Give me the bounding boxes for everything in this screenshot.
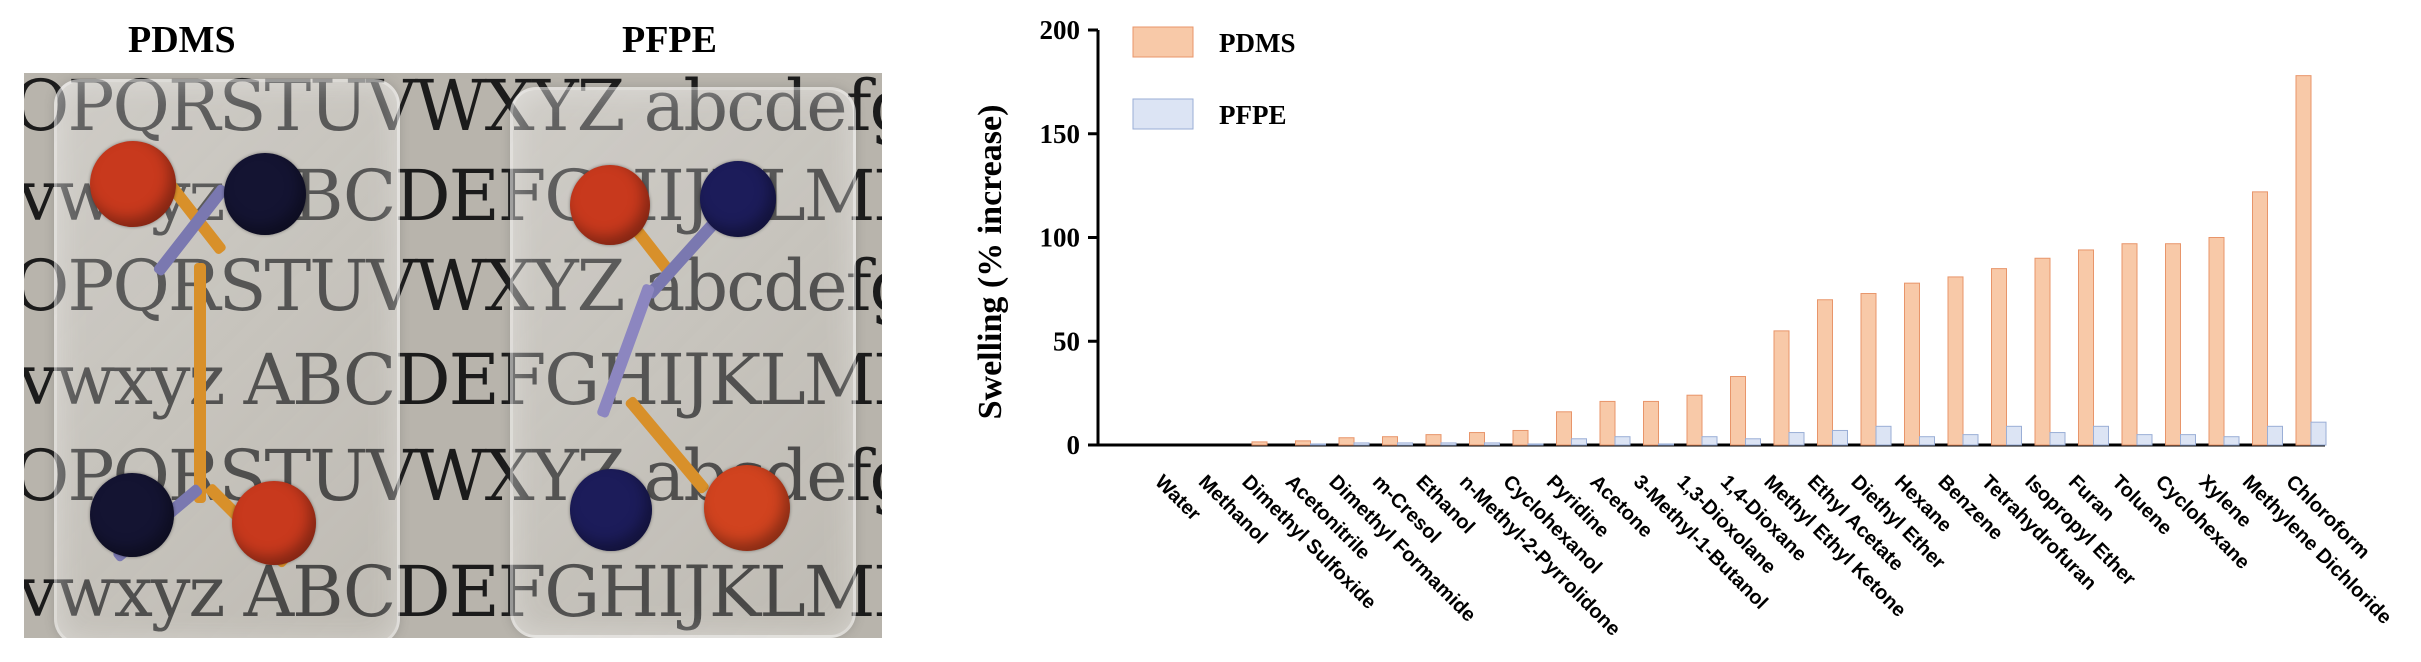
y-tick-label: 50 <box>1053 326 1080 356</box>
pdms-bar <box>1991 268 2007 446</box>
pdms-bar <box>2034 257 2051 446</box>
pdms-bar <box>1382 436 1398 446</box>
pfpe-bar <box>2180 434 2196 446</box>
red-dye-well <box>232 481 316 565</box>
blue-dye-well <box>90 473 174 557</box>
y-tick-label: 200 <box>1040 15 1081 45</box>
pdms-bar <box>1251 441 1268 446</box>
pdms-bar <box>1947 276 1964 446</box>
pdms-bar <box>1686 394 1703 446</box>
pfpe-bar <box>1571 438 1587 446</box>
pfpe-bar <box>1875 425 1892 446</box>
printed-text-row: vwxyz ABCDEFGHIJKLMNOP <box>24 551 882 633</box>
pdms-bar <box>1773 330 1790 446</box>
blue-dye-well <box>700 161 776 237</box>
pdms-bar <box>1599 400 1616 446</box>
pfpe-bar <box>1440 442 1457 446</box>
red-dye-well <box>570 165 650 245</box>
y-axis-label: Swelling (% increase) <box>972 105 1009 420</box>
pdms-bar <box>1338 437 1355 446</box>
chart-legend: PDMS PFPE <box>1132 26 1296 130</box>
pdms-bar <box>1556 411 1572 446</box>
pfpe-bar <box>2093 425 2109 446</box>
pdms-bar <box>2295 75 2312 446</box>
y-tick-label: 0 <box>1067 430 1081 460</box>
blue-dye-well <box>224 153 306 235</box>
chip-photo: OPQRSTUVWXYZ abcdefghijkl vwxyz ABCDEFGH… <box>24 73 882 638</box>
legend-label-pfpe: PFPE <box>1219 100 1287 130</box>
pdms-bar <box>1860 293 1877 446</box>
pdms-bar <box>2078 249 2094 446</box>
pdms-bar <box>1817 299 1833 446</box>
printed-text-row: OPQRSTUVWXYZ abcdefghijkl <box>24 73 882 147</box>
red-dye-well <box>90 141 176 227</box>
pdms-bar <box>1295 440 1311 446</box>
red-dye-well <box>704 465 790 551</box>
legend-swatch-pdms <box>1132 26 1194 58</box>
pfpe-bar <box>2136 434 2153 446</box>
pfpe-bar <box>1745 438 1761 446</box>
pfpe-bar <box>1397 442 1413 446</box>
pdms-bar <box>2208 237 2225 446</box>
pdms-bar <box>1904 282 1920 446</box>
pfpe-bar <box>1484 442 1500 446</box>
blue-dye-well <box>570 469 652 551</box>
pfpe-bar <box>1919 436 1935 446</box>
chart-axes: 0 50 100 150 200 <box>1040 15 2325 460</box>
pdms-bar <box>2165 243 2181 446</box>
pdms-bar <box>1643 400 1659 446</box>
pfpe-bar <box>1614 436 1631 446</box>
pdms-bar <box>1425 434 1442 446</box>
pdms-bar <box>2252 191 2268 446</box>
category-label: Water <box>1150 471 1204 525</box>
pfpe-bar <box>1701 436 1718 446</box>
legend-swatch-pfpe <box>1132 98 1194 130</box>
pdms-bar <box>1730 376 1746 446</box>
pdms-bar <box>1469 432 1485 446</box>
pfpe-bar <box>2267 425 2283 446</box>
pfpe-bar <box>1788 432 1805 446</box>
y-tick-label: 100 <box>1040 223 1081 253</box>
pfpe-bar <box>2310 421 2327 446</box>
pfpe-bar <box>2006 425 2022 446</box>
pfpe-panel-label: PFPE <box>622 19 717 61</box>
pfpe-bar <box>1962 434 1979 446</box>
pfpe-bar <box>1310 443 1326 446</box>
pdms-bar <box>2121 243 2138 446</box>
pfpe-bar <box>1527 443 1544 446</box>
legend-label-pdms: PDMS <box>1219 28 1296 58</box>
chart-bars <box>1251 75 2327 446</box>
pfpe-chip <box>510 87 856 638</box>
pdms-bar <box>1512 429 1529 446</box>
y-tick-label: 150 <box>1040 119 1081 149</box>
printed-text-row: vwxyz ABCDEFGHIJKLMNOP <box>24 339 882 421</box>
pfpe-bar <box>1832 429 1848 446</box>
pfpe-bar <box>1658 443 1674 446</box>
pdms-panel-label: PDMS <box>128 19 236 61</box>
pfpe-bar <box>2049 432 2066 446</box>
orange-channel <box>194 263 206 503</box>
pfpe-bar <box>1353 442 1370 446</box>
pfpe-bar <box>2223 436 2240 446</box>
